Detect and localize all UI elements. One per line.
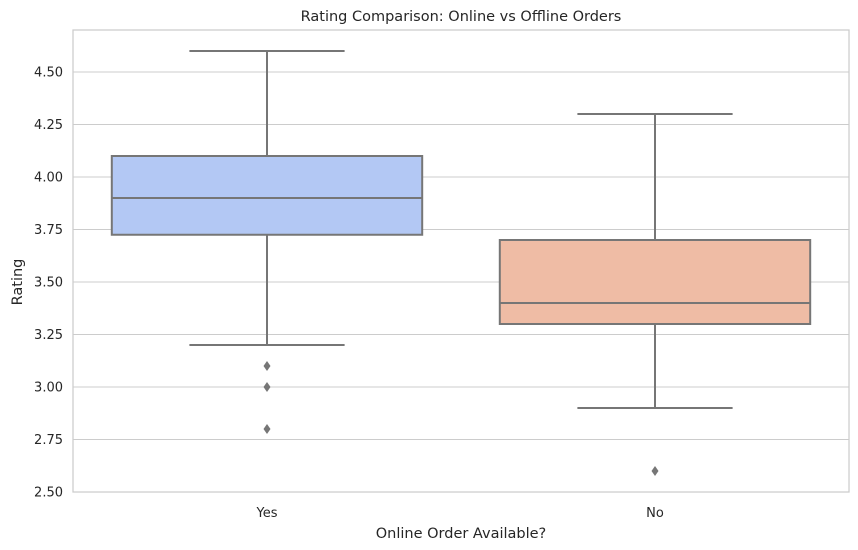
chart-title: Rating Comparison: Online vs Offline Ord… <box>301 9 622 25</box>
y-tick-labels: 2.50 2.75 3.00 3.25 3.50 3.75 4.00 4.25 4.50 <box>34 66 63 501</box>
x-tick-label: No <box>646 506 664 521</box>
y-axis-label: Rating <box>10 259 26 306</box>
box-no <box>498 113 812 476</box>
y-tick-label: 2.75 <box>34 433 63 448</box>
plot-frame <box>72 29 850 493</box>
outlier-point <box>263 382 271 392</box>
y-tick-label: 3.00 <box>34 381 63 396</box>
y-tick-label: 4.00 <box>34 171 63 186</box>
outlier-point <box>651 466 659 476</box>
x-axis-label: Online Order Available? <box>376 526 547 542</box>
y-tick-label: 3.25 <box>34 328 63 343</box>
box-yes <box>110 50 424 434</box>
iqr-box <box>110 155 424 236</box>
outlier-point <box>263 424 271 434</box>
boxes <box>110 50 812 476</box>
y-tick-label: 4.25 <box>34 118 63 133</box>
y-tick-label: 2.50 <box>34 486 63 501</box>
y-tick-label: 3.50 <box>34 276 63 291</box>
x-tick-label: Yes <box>256 506 278 521</box>
outlier-point <box>263 361 271 371</box>
iqr-box <box>498 239 812 325</box>
x-tick-labels: Yes No <box>256 506 664 521</box>
y-tick-label: 4.50 <box>34 66 63 81</box>
y-tick-label: 3.75 <box>34 223 63 238</box>
